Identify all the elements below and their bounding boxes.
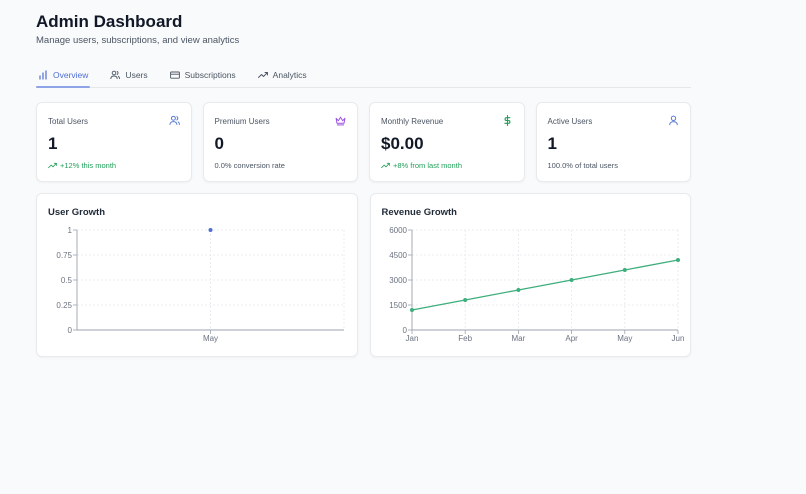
crown-icon xyxy=(335,116,346,126)
stats-row: Total Users 1 +12% this month Premium Us… xyxy=(36,102,691,182)
user-growth-card: User Growth 0 0.25 0.5 0.75 1 May xyxy=(36,193,358,357)
page-title: Admin Dashboard xyxy=(36,12,183,31)
users-icon xyxy=(110,70,121,79)
svg-text:Jun: Jun xyxy=(671,334,684,343)
stat-label: Active Users xyxy=(547,117,593,126)
svg-text:May: May xyxy=(617,334,632,343)
svg-text:0.25: 0.25 xyxy=(56,301,72,310)
stat-value: 1 xyxy=(547,134,557,153)
stat-label: Monthly Revenue xyxy=(381,117,444,126)
user-growth-chart: 0 0.25 0.5 0.75 1 May xyxy=(56,226,345,343)
chart-title: Revenue Growth xyxy=(381,207,458,218)
stat-note: +8% from last month xyxy=(381,161,462,170)
tab-label: Subscriptions xyxy=(184,69,236,80)
tab-analytics[interactable]: Analytics xyxy=(256,62,309,87)
stat-value: 1 xyxy=(48,134,58,153)
chart-title: User Growth xyxy=(48,207,106,218)
stat-value: 0 xyxy=(214,134,224,153)
credit-card-icon xyxy=(169,71,180,79)
svg-text:1: 1 xyxy=(68,226,73,235)
tab-users[interactable]: Users xyxy=(108,62,149,87)
trending-up-icon xyxy=(381,162,390,169)
svg-text:0.5: 0.5 xyxy=(61,276,73,285)
stat-note: 100.0% of total users xyxy=(547,161,618,170)
svg-text:4500: 4500 xyxy=(389,251,407,260)
stat-value: $0.00 xyxy=(381,134,424,153)
svg-text:Mar: Mar xyxy=(511,334,525,343)
stat-note: 0.0% conversion rate xyxy=(214,161,285,170)
tab-label: Analytics xyxy=(272,69,307,80)
stat-card-premium-users: Premium Users 0 0.0% conversion rate xyxy=(202,102,358,182)
svg-text:May: May xyxy=(203,334,218,343)
trending-up-icon xyxy=(48,162,57,169)
revenue-growth-chart: 0 1500 3000 4500 6000 Jan Feb Mar Apr May Jun xyxy=(389,226,684,343)
tab-bar: Overview Users Subscriptions Analytics xyxy=(36,62,691,88)
bar-chart-icon xyxy=(39,69,47,80)
page-subtitle: Manage users, subscriptions, and view an… xyxy=(36,35,240,46)
svg-text:1500: 1500 xyxy=(389,301,407,310)
tab-label: Users xyxy=(125,69,148,80)
charts-row: User Growth 0 0.25 0.5 0.75 1 May Revenue Gro… xyxy=(36,193,691,357)
revenue-growth-card: Revenue Growth 0 1500 3000 4500 6000 Jan Feb Ma… xyxy=(369,193,691,357)
svg-text:Apr: Apr xyxy=(565,334,578,343)
stat-card-total-users: Total Users 1 +12% this month xyxy=(36,102,192,182)
tab-subscriptions[interactable]: Subscriptions xyxy=(168,62,238,87)
stat-card-active-users: Active Users 1 100.0% of total users xyxy=(535,102,691,182)
svg-text:Feb: Feb xyxy=(458,334,472,343)
stat-label: Premium Users xyxy=(214,117,270,126)
users-icon xyxy=(168,115,180,125)
svg-text:0: 0 xyxy=(68,326,73,335)
svg-text:0: 0 xyxy=(402,326,407,335)
stat-note: +12% this month xyxy=(48,161,116,170)
stat-card-monthly-revenue: Monthly Revenue $0.00 +8% from last mont… xyxy=(369,102,525,182)
tab-label: Overview xyxy=(53,69,89,80)
svg-text:0.75: 0.75 xyxy=(56,251,72,260)
svg-text:6000: 6000 xyxy=(389,226,407,235)
trending-up-icon xyxy=(257,71,268,78)
dollar-icon xyxy=(503,115,510,126)
svg-text:Jan: Jan xyxy=(405,334,418,343)
stat-label: Total Users xyxy=(48,117,89,126)
tab-overview[interactable]: Overview xyxy=(36,62,91,88)
user-icon xyxy=(669,115,678,126)
svg-text:3000: 3000 xyxy=(389,276,407,285)
